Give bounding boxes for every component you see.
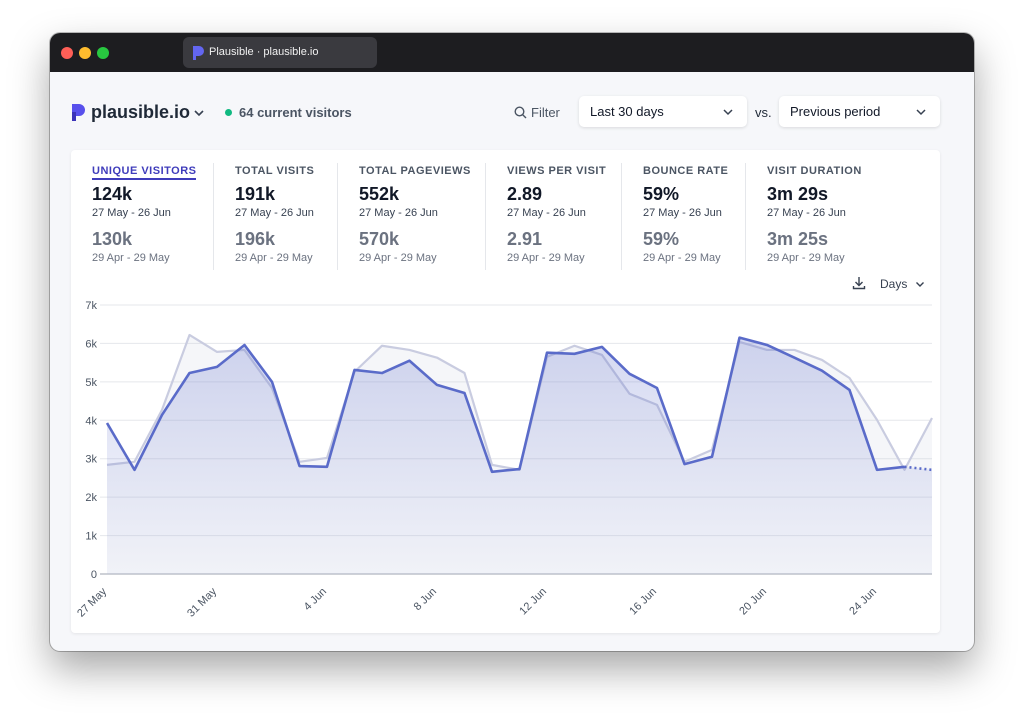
metric-range: 27 May - 26 Jun	[767, 207, 846, 219]
zoom-button[interactable]	[97, 47, 109, 59]
metric-value: 552k	[359, 184, 400, 204]
stats-card: UNIQUE VISITORS 124k 27 May - 26 Jun 130k 29…	[71, 150, 940, 633]
metric-label: VISIT DURATION	[767, 165, 862, 177]
metric-previous-value: 130k	[92, 229, 133, 249]
period-label: Last 30 days	[590, 104, 664, 119]
metric-divider	[485, 163, 486, 270]
metric[interactable]: VIEWS PER VISIT 2.89 27 May - 26 Jun 2.91 29…	[507, 160, 627, 275]
tab-icon	[193, 46, 204, 60]
chevron	[723, 109, 733, 116]
metric-previous-range: 29 Apr - 29 May	[235, 252, 313, 264]
live-dot	[225, 109, 232, 116]
browser-tab[interactable]: Plausible · plausible.io	[183, 37, 377, 68]
metric-value: 124k	[92, 184, 133, 204]
minimize-button[interactable]	[79, 47, 91, 59]
chevron	[916, 109, 926, 116]
metric-previous-range: 29 Apr - 29 May	[507, 252, 585, 264]
metric-range: 27 May - 26 Jun	[507, 207, 586, 219]
metric-divider	[337, 163, 338, 270]
comparison-label: Previous period	[790, 104, 881, 119]
metric[interactable]: TOTAL VISITS 191k 27 May - 26 Jun 196k 29 Ap…	[235, 160, 355, 275]
metric-label: TOTAL VISITS	[235, 165, 315, 177]
metric-range: 27 May - 26 Jun	[359, 207, 438, 219]
metric[interactable]: UNIQUE VISITORS 124k 27 May - 26 Jun 130k 29…	[92, 160, 212, 275]
metric-value: 2.89	[507, 184, 543, 204]
metric-previous-range: 29 Apr - 29 May	[643, 252, 721, 264]
metric-divider	[213, 163, 214, 270]
tab-title: Plausible · plausible.io	[209, 46, 319, 58]
metric-previous-range: 29 Apr - 29 May	[359, 252, 437, 264]
site-chevron[interactable]	[193, 109, 205, 117]
metric-range: 27 May - 26 Jun	[92, 207, 171, 219]
metric-value: 191k	[235, 184, 276, 204]
interval-select[interactable]: Days	[880, 277, 908, 291]
metric-label: VIEWS PER VISIT	[507, 165, 607, 177]
metric-label: UNIQUE VISITORS	[92, 165, 197, 180]
vs-label: vs.	[755, 105, 772, 120]
metric-previous-value: 59%	[643, 229, 680, 249]
current-visitors[interactable]: 64 current visitors	[239, 105, 352, 120]
metric-range: 27 May - 26 Jun	[643, 207, 722, 219]
metric[interactable]: VISIT DURATION 3m 29s 27 May - 26 Jun 3m 25…	[767, 160, 887, 275]
metric-previous-value: 196k	[235, 229, 276, 249]
comparison-select[interactable]: Previous period	[779, 96, 940, 127]
metric-divider	[745, 163, 746, 270]
metric-value: 59%	[643, 184, 680, 204]
metric-previous-value: 3m 25s	[767, 229, 829, 249]
search-icon[interactable]	[514, 106, 527, 119]
filter-button[interactable]: Filter	[531, 105, 560, 120]
metric-label: BOUNCE RATE	[643, 165, 729, 177]
metric-value: 3m 29s	[767, 184, 829, 204]
metric[interactable]: BOUNCE RATE 59% 27 May - 26 Jun 59% 29 Apr -…	[643, 160, 763, 275]
download-icon[interactable]	[852, 276, 866, 290]
interval-chevron[interactable]	[915, 281, 925, 288]
site-logo	[72, 104, 85, 121]
metric-previous-range: 29 Apr - 29 May	[767, 252, 845, 264]
metric-previous-range: 29 Apr - 29 May	[92, 252, 170, 264]
metric-divider	[621, 163, 622, 270]
metric-previous-value: 570k	[359, 229, 400, 249]
close-button[interactable]	[61, 47, 73, 59]
title-bar: Plausible · plausible.io	[50, 33, 974, 72]
site-name[interactable]: plausible.io	[91, 102, 191, 122]
metric-previous-value: 2.91	[507, 229, 543, 249]
period-select[interactable]: Last 30 days	[579, 96, 747, 127]
metric-range: 27 May - 26 Jun	[235, 207, 314, 219]
metric[interactable]: TOTAL PAGEVIEWS 552k 27 May - 26 Jun 570k 29…	[359, 160, 479, 275]
browser-window: Plausible · plausible.io plausible.io 64…	[50, 33, 974, 651]
metric-label: TOTAL PAGEVIEWS	[359, 165, 471, 177]
